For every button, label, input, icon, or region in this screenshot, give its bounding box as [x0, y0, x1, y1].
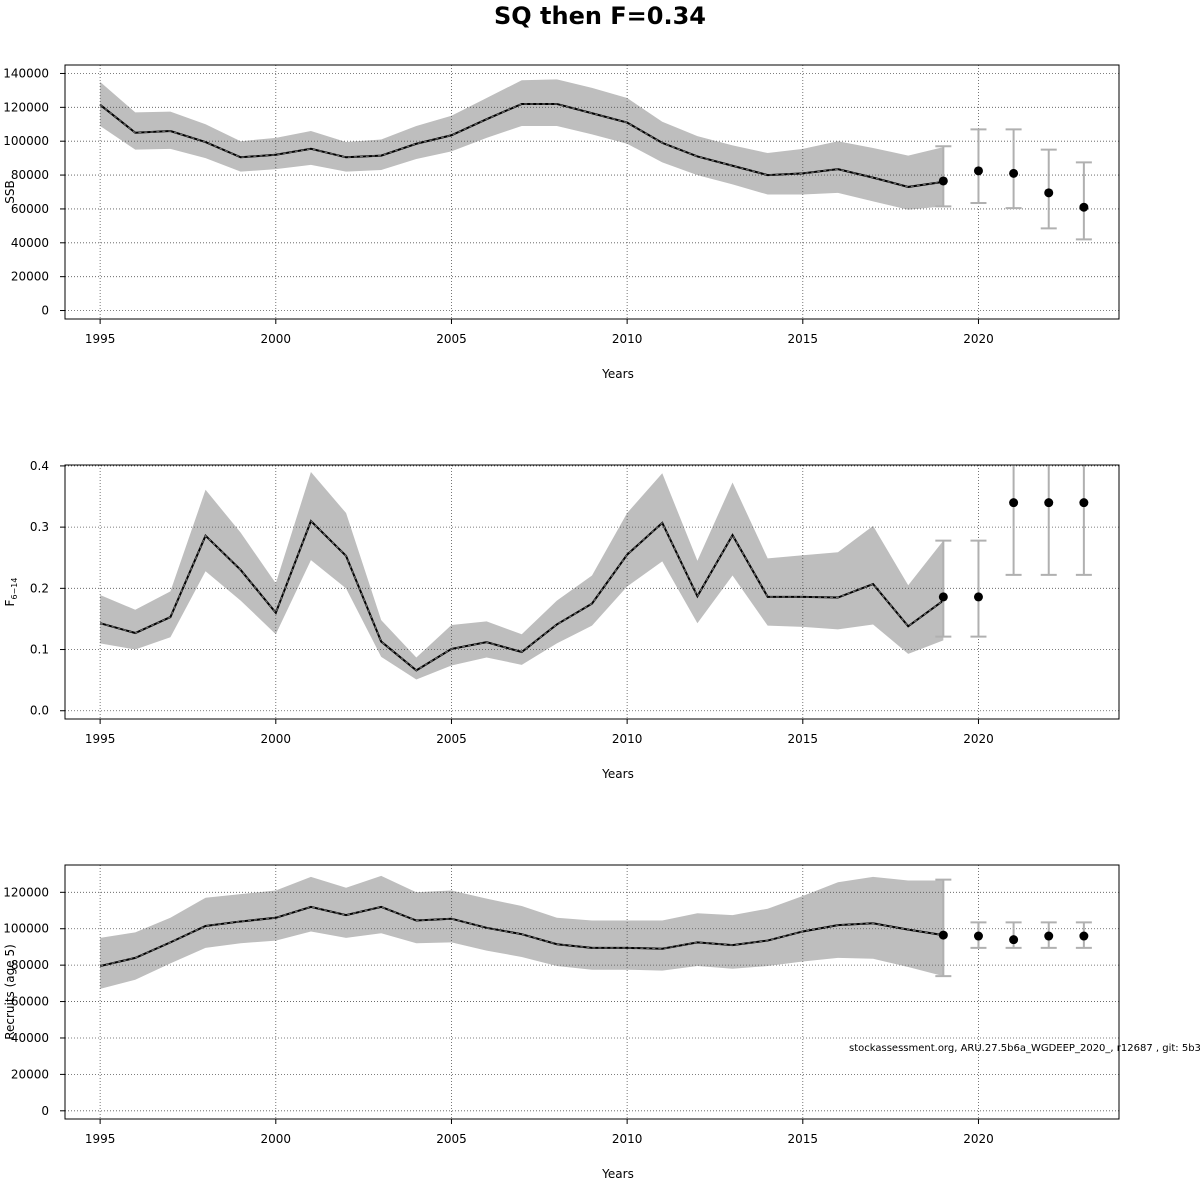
forecast-point [1044, 188, 1054, 198]
panel-2: 1995 2000 2005 2010 2015 2020 0.0 0.1 0.2 0.3 0.4 Y… [3, 459, 1120, 781]
forecast-point [1079, 498, 1089, 508]
y-tick-label: 20000 [11, 1067, 49, 1081]
y-tick-label: 60000 [11, 202, 49, 216]
forecast-errorbar [970, 539, 987, 638]
forecast-point [938, 592, 948, 602]
panel-1: 1995 2000 2005 2010 2015 2020 0 20000 40000 60000… [3, 64, 1120, 381]
panel-3: 1995 2000 2005 2010 2015 2020 0 20000 40000 60000… [3, 864, 1120, 1181]
y-tick-label: 0.1 [30, 643, 49, 657]
forecast-point [1044, 931, 1054, 941]
y-tick-label: 120000 [3, 885, 49, 899]
x-tick-label: 2010 [612, 332, 643, 346]
y-tick-label: 40000 [11, 236, 49, 250]
x-axis-title: Years [601, 1167, 634, 1181]
forecast-point [1044, 498, 1054, 508]
forecast-errorbar [1005, 128, 1022, 210]
x-tick-label: 2000 [261, 1132, 292, 1146]
x-tick-label: 2015 [788, 1132, 819, 1146]
x-tick-label: 2005 [436, 1132, 467, 1146]
forecast-point [1009, 168, 1019, 178]
plot-frame [64, 64, 1120, 320]
y-tick-label: 0.4 [30, 459, 49, 473]
forecast-point [1079, 202, 1089, 212]
forecast-point [938, 176, 948, 186]
y-axis-title: Recruits (age 5) [3, 944, 17, 1040]
footnote-text: stockassessment.org, ARU.27.5b6a_WGDEEP_… [849, 1043, 1200, 1054]
x-tick-label: 2005 [436, 332, 467, 346]
estimate-line [99, 102, 944, 188]
y-tick-label: 20000 [11, 270, 49, 284]
y-tick-label: 60000 [11, 995, 49, 1009]
x-tick-label: 2010 [612, 732, 643, 746]
forecast-errorbar [1040, 465, 1057, 576]
x-axis-title: Years [601, 367, 634, 381]
forecast-point [973, 592, 983, 602]
y-axis-title: F6−14 [3, 578, 19, 607]
plot-frame [64, 464, 1120, 720]
estimate-line-dash [99, 520, 944, 671]
x-tick-label: 1995 [85, 332, 116, 346]
y-tick-label: 100000 [3, 922, 49, 936]
x-tick-label: 2020 [963, 732, 994, 746]
x-tick-label: 2015 [788, 332, 819, 346]
x-tick-label: 2005 [436, 732, 467, 746]
confidence-band [100, 472, 944, 680]
forecast-errorbar [1075, 465, 1092, 576]
y-tick-label: 0.2 [30, 581, 49, 595]
y-tick-label: 0 [41, 1104, 49, 1118]
y-tick-label: 120000 [3, 100, 49, 114]
estimate-line-dash [100, 906, 944, 967]
forecast-point [1079, 931, 1089, 941]
y-tick-label: 0.0 [30, 704, 49, 718]
x-tick-label: 1995 [85, 1132, 116, 1146]
forecast-point [938, 930, 948, 940]
forecast-errorbar [935, 539, 952, 638]
confidence-band [100, 875, 944, 989]
forecast-errorbar [1075, 161, 1092, 241]
y-tick-label: 80000 [11, 168, 49, 182]
forecast-point [973, 166, 983, 176]
forecast-point [973, 931, 983, 941]
x-tick-label: 2000 [261, 332, 292, 346]
plot-frame [64, 864, 1120, 1120]
y-tick-label: 0.3 [30, 520, 49, 534]
forecast-errorbar [935, 878, 952, 978]
y-tick-label: 80000 [11, 958, 49, 972]
y-tick-label: 100000 [3, 134, 49, 148]
x-tick-label: 2015 [788, 732, 819, 746]
forecast-point [1009, 498, 1019, 508]
x-tick-label: 2020 [963, 1132, 994, 1146]
y-tick-label: 0 [41, 304, 49, 318]
x-tick-label: 1995 [85, 732, 116, 746]
forecast-errorbar [970, 128, 987, 205]
x-tick-label: 2020 [963, 332, 994, 346]
y-tick-label: 40000 [11, 1031, 49, 1045]
chart-title: SQ then F=0.34 [493, 2, 707, 30]
forecast-point [1009, 935, 1019, 945]
x-axis-title: Years [601, 767, 634, 781]
x-tick-label: 2000 [261, 732, 292, 746]
forecast-errorbar [1005, 465, 1022, 576]
x-tick-label: 2010 [612, 1132, 643, 1146]
y-tick-label: 140000 [3, 66, 49, 80]
confidence-band [100, 79, 944, 210]
forecast-errorbar [935, 145, 952, 208]
y-axis-title: SSB [3, 180, 17, 203]
